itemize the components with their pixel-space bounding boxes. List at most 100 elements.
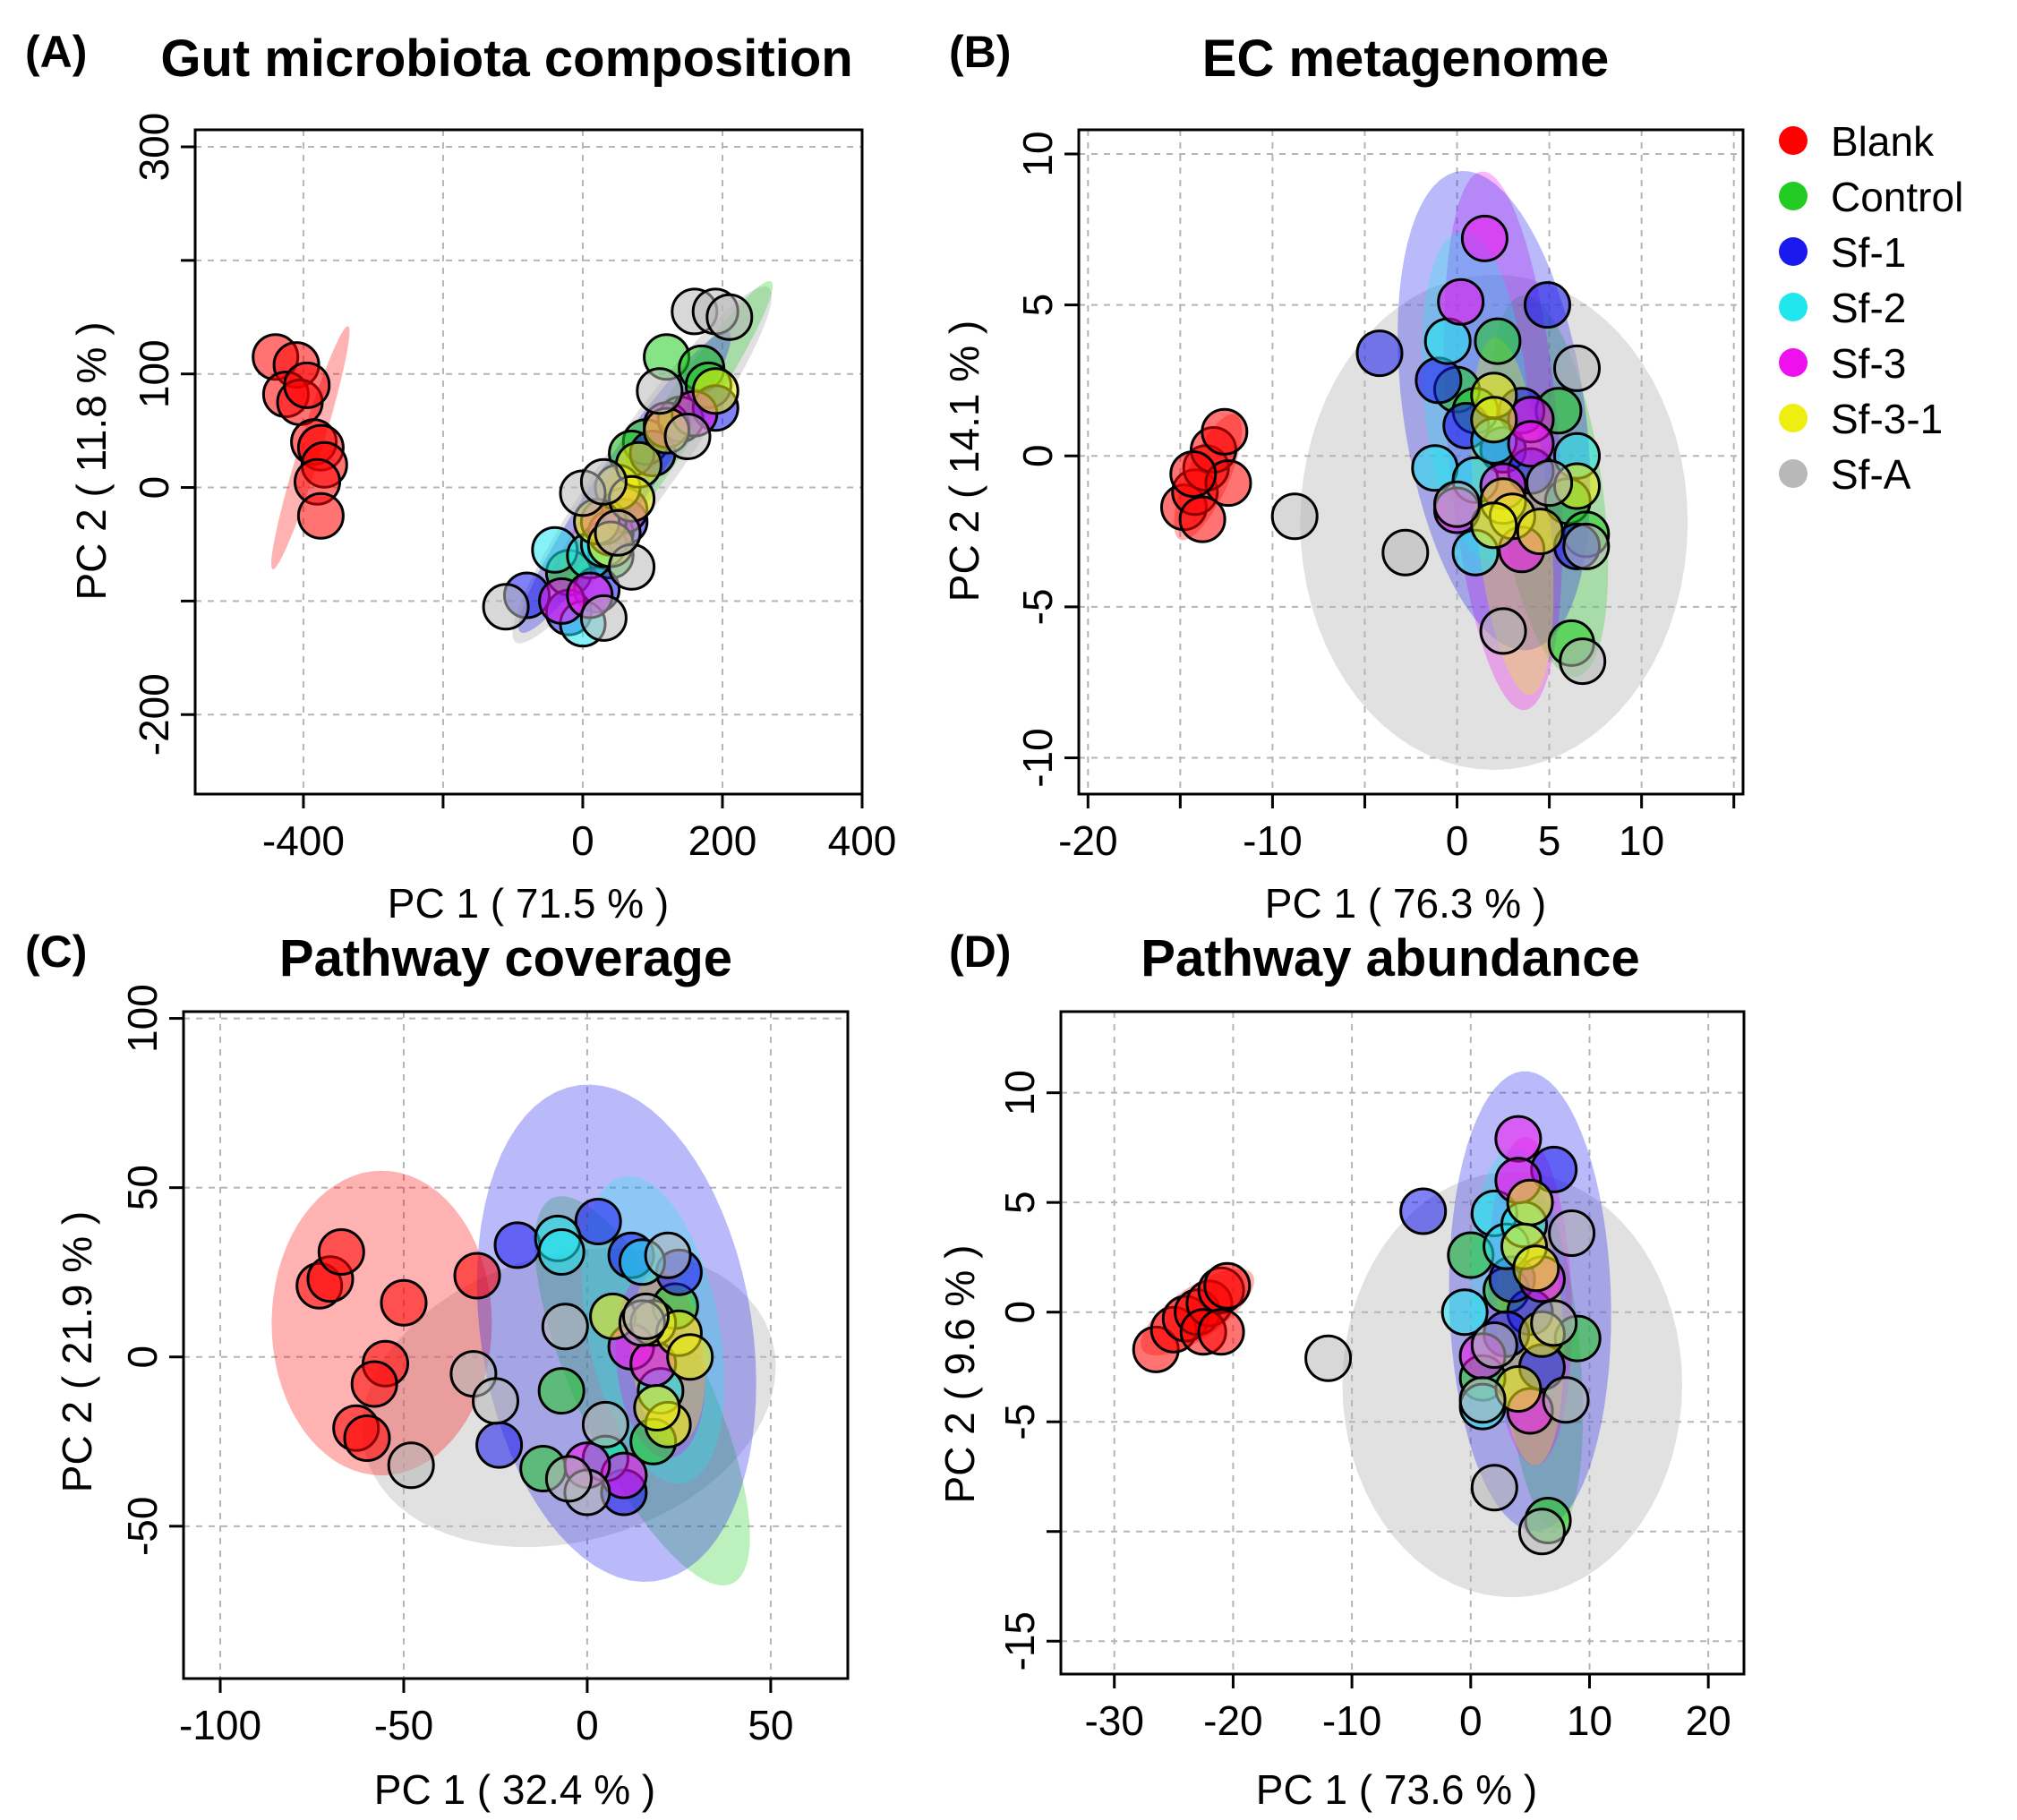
- point-sf-1: [1399, 1187, 1448, 1235]
- legend-marker-sf-3-1: [1779, 404, 1808, 432]
- panel-title-a: Gut microbiota composition: [160, 30, 852, 88]
- point-sf-3-1: [1512, 1244, 1560, 1293]
- point-sf-a: [541, 1303, 589, 1351]
- panel-c: (C) Pathway coverage PC 1 ( 32.4 % ) PC …: [25, 927, 850, 1813]
- panel-letter-a: (A): [25, 27, 87, 77]
- legend: Blank Control Sf-1 Sf-2 Sf-3 Sf-3-1 Sf-A: [1779, 118, 1963, 498]
- legend-label-control: Control: [1831, 174, 1963, 220]
- point-blank: [1203, 1261, 1252, 1310]
- point-sf-a: [1470, 1464, 1518, 1512]
- y-tick-label: 0: [119, 1346, 166, 1369]
- point-sf-a: [1517, 1508, 1566, 1556]
- panel-a: (A) Gut microbiota composition PC 1 ( 71…: [25, 27, 896, 927]
- x-axis-label-b: PC 1 ( 76.3 % ): [1265, 880, 1546, 927]
- point-sf-1: [1355, 329, 1404, 378]
- point-sf-a: [579, 594, 628, 642]
- y-tick-label: 5: [996, 1191, 1043, 1214]
- y-tick-label: -200: [131, 673, 177, 756]
- panel-letter-d: (D): [949, 927, 1011, 977]
- point-sf-3-1: [1470, 501, 1518, 550]
- x-axis-label-a: PC 1 ( 71.5 % ): [388, 880, 669, 927]
- x-tick-label: -30: [1084, 1697, 1143, 1744]
- y-tick-label: 0: [1014, 444, 1061, 467]
- point-sf-a: [1381, 528, 1430, 577]
- legend-marker-control: [1779, 182, 1808, 210]
- y-tick-label: 0: [131, 476, 177, 500]
- point-sf-1: [493, 1221, 542, 1269]
- point-sf-a: [1304, 1334, 1353, 1382]
- x-tick-label: -100: [179, 1702, 261, 1748]
- point-sf-a: [1542, 1376, 1590, 1424]
- point-blank: [317, 1228, 365, 1276]
- legend-label-sf-2: Sf-2: [1831, 285, 1906, 331]
- point-sf-3: [1460, 214, 1508, 262]
- point-blank: [296, 491, 345, 540]
- point-blank: [1201, 407, 1249, 456]
- y-tick-label: 0: [996, 1301, 1043, 1324]
- point-sf-a: [1553, 344, 1601, 392]
- point-sf-2: [1423, 317, 1472, 365]
- x-tick-label: -10: [1322, 1697, 1381, 1744]
- plot-area-a: -400 0 200 400 -200 0 100 300: [131, 113, 896, 864]
- point-blank: [1178, 495, 1226, 543]
- x-tick-label: 200: [688, 817, 757, 864]
- point-sf-3: [1437, 278, 1485, 326]
- x-tick-label: -10: [1243, 817, 1302, 864]
- legend-item: Sf-2: [1779, 285, 1906, 331]
- x-tick-label: 20: [1686, 1697, 1731, 1744]
- point-sf-a: [1530, 1299, 1578, 1347]
- point-sf-1: [1524, 281, 1571, 329]
- y-tick-label: -50: [119, 1497, 166, 1556]
- point-sf-3-1: [1516, 508, 1564, 556]
- plot-area-c: -100 -50 0 50 -50 0 50 100: [119, 984, 850, 1748]
- x-tick-label: 10: [1567, 1697, 1612, 1744]
- panel-title-d: Pathway abundance: [1141, 929, 1640, 987]
- point-sf-a: [622, 1292, 670, 1340]
- point-blank: [380, 1278, 428, 1327]
- legend-item: Sf-A: [1779, 451, 1911, 498]
- y-tick-label: 10: [996, 1070, 1043, 1115]
- point-sf-3-1: [1470, 396, 1518, 444]
- x-tick-label: 5: [1538, 817, 1561, 864]
- legend-item: Sf-3-1: [1779, 396, 1943, 442]
- point-layer: [252, 287, 754, 648]
- point-sf-a: [705, 293, 754, 341]
- plot-area-d: -30 -20 -10 0 10 20 -15 -5 0 5 10: [996, 1010, 1746, 1744]
- point-sf-a: [1559, 637, 1607, 686]
- point-sf-a: [472, 1377, 519, 1425]
- panel-title-c: Pathway coverage: [279, 929, 732, 987]
- point-sf-a: [1562, 522, 1611, 570]
- y-tick-label: 300: [131, 113, 177, 182]
- point-sf-1: [1414, 356, 1463, 405]
- point-sf-3-1: [666, 1333, 714, 1381]
- x-tick-label: 0: [1446, 817, 1469, 864]
- x-tick-label: -20: [1058, 817, 1117, 864]
- panel-b: (B) EC metagenome PC 1 ( 76.3 % ) PC 2 (…: [941, 27, 1745, 927]
- x-tick-label: 0: [571, 817, 594, 864]
- legend-marker-blank: [1779, 126, 1808, 155]
- point-sf-a: [579, 457, 628, 506]
- legend-label-sf-3: Sf-3: [1831, 340, 1906, 387]
- y-tick-label: 100: [131, 339, 177, 408]
- legend-item: Sf-3: [1779, 340, 1906, 387]
- x-tick-label: 0: [576, 1702, 599, 1748]
- legend-marker-sf-2: [1779, 293, 1808, 321]
- y-tick-label: -10: [1014, 728, 1061, 787]
- legend-label-blank: Blank: [1831, 118, 1935, 165]
- y-tick-label: -15: [996, 1611, 1043, 1670]
- y-axis-label-d: PC 2 ( 9.6 % ): [936, 1245, 983, 1504]
- point-sf-a: [1458, 1376, 1507, 1424]
- y-axis-label-b: PC 2 ( 14.1 % ): [941, 320, 987, 602]
- point-sf-a: [544, 1455, 593, 1503]
- panel-letter-c: (C): [25, 927, 87, 977]
- point-blank: [1197, 1308, 1245, 1356]
- point-layer: [1160, 214, 1611, 686]
- point-sf-3-1: [633, 1384, 681, 1431]
- point-sf-a: [1548, 1209, 1596, 1257]
- plot-frame: [1077, 128, 1745, 796]
- plot-area-b: -20 -10 0 5 10 -10 -5 0 5 10: [1014, 128, 1745, 864]
- point-sf-a: [1433, 480, 1481, 528]
- y-axis-label-a: PC 2 ( 11.8 % ): [68, 321, 115, 600]
- legend-marker-sf-a: [1779, 459, 1808, 488]
- y-tick-label: 100: [119, 984, 166, 1053]
